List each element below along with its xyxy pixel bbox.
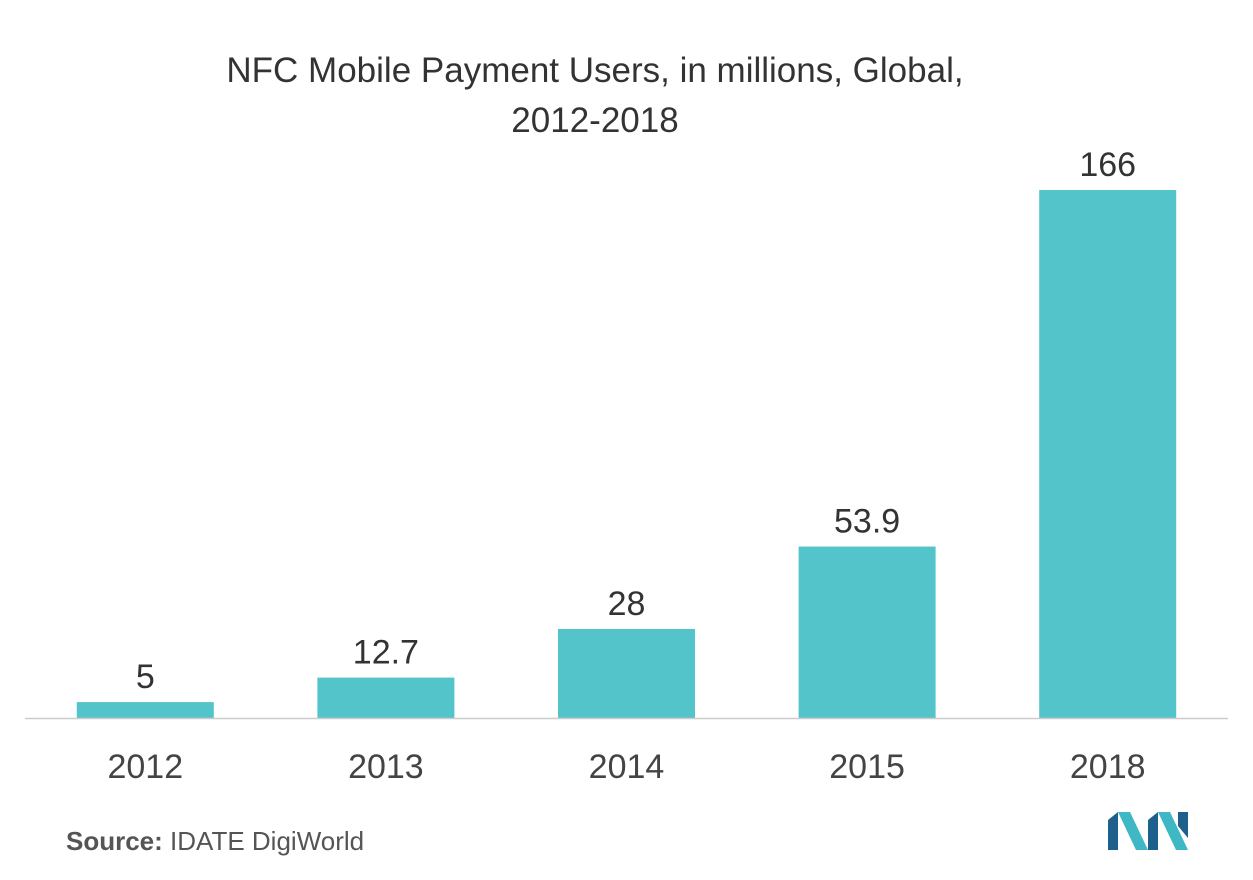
logo-diagonal-1 bbox=[1118, 812, 1148, 850]
bar-2014 bbox=[558, 628, 695, 718]
source-label: Source: bbox=[66, 826, 163, 856]
logo-diagonal-2 bbox=[1158, 812, 1188, 850]
x-tick-label-2014: 2014 bbox=[589, 748, 665, 786]
chart-title-line-1: NFC Mobile Payment Users, in millions, G… bbox=[226, 51, 964, 90]
chart-title: NFC Mobile Payment Users, in millions, G… bbox=[0, 46, 1190, 146]
source-text: IDATE DigiWorld bbox=[170, 826, 365, 856]
data-label-2013: 12.7 bbox=[353, 634, 419, 672]
logo-right-stroke bbox=[1178, 812, 1188, 838]
x-tick-label-2018: 2018 bbox=[1070, 748, 1146, 786]
bar-2015 bbox=[798, 546, 936, 718]
chart-title-line-2: 2012-2018 bbox=[511, 101, 679, 140]
bar-2012 bbox=[76, 702, 214, 718]
x-tick-label-2012: 2012 bbox=[107, 748, 183, 786]
bar-2013 bbox=[317, 677, 455, 718]
data-label-2012: 5 bbox=[136, 658, 155, 696]
source-note: Source: IDATE DigiWorld bbox=[66, 826, 364, 857]
logo-left-stroke bbox=[1108, 812, 1118, 850]
x-tick-label-2015: 2015 bbox=[829, 748, 905, 786]
x-tick-label-2013: 2013 bbox=[348, 748, 424, 786]
data-label-2018: 166 bbox=[1079, 146, 1136, 184]
mordor-intelligence-logo-icon bbox=[1108, 812, 1188, 850]
data-label-2015: 53.9 bbox=[834, 503, 900, 541]
logo-middle-stroke bbox=[1148, 812, 1158, 850]
data-label-2014: 28 bbox=[608, 585, 646, 623]
bar-2018 bbox=[1039, 190, 1177, 718]
